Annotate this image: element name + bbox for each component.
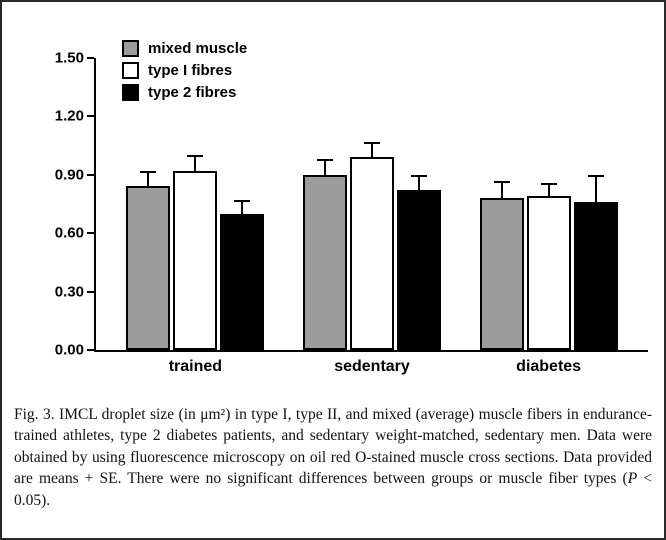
chart-legend: mixed muscle type I fibres type 2 fibres	[122, 40, 247, 101]
error-bar-line	[324, 159, 326, 175]
error-bar-line	[500, 180, 503, 199]
bar-mixed-muscle-diabetes	[479, 198, 524, 350]
y-tick-mark	[87, 173, 94, 176]
bar-type-2-fibres-diabetes	[573, 202, 618, 350]
bar-type-2-fibres-sedentary	[397, 190, 441, 350]
error-bar-cap	[234, 200, 251, 203]
error-bar-cap	[317, 159, 333, 162]
error-bar	[587, 174, 604, 203]
y-tick-label: 0.00	[54, 341, 84, 359]
y-tick-label: 1.50	[54, 49, 84, 67]
legend-label: type 2 fibres	[148, 84, 237, 101]
plot-area: 0.00 0.30 0.60 0.90 1.20 1.50 trained sedentary…	[55, 50, 648, 375]
error-bar-line	[547, 182, 550, 197]
error-bar-line	[241, 200, 244, 214]
y-tick-mark	[87, 57, 94, 59]
bar-mixed-muscle-trained	[126, 186, 171, 350]
y-tick-mark	[87, 349, 94, 351]
caption-text-after: < 0.05).	[14, 470, 652, 509]
bar-mixed-muscle-sedentary	[303, 174, 347, 350]
error-bar	[234, 200, 251, 214]
error-bar	[317, 159, 333, 175]
y-tick-label: 0.30	[54, 283, 84, 301]
bar-type-I-fibres-trained	[173, 170, 218, 350]
legend-item: type 2 fibres	[122, 84, 247, 101]
bar-type-I-fibres-sedentary	[350, 157, 394, 350]
x-category-label: sedentary	[334, 358, 410, 375]
y-tick-label: 1.20	[54, 107, 84, 125]
error-bar-line	[194, 155, 197, 171]
caption-text-before: Fig. 3. IMCL droplet size (in μm²) in ty…	[14, 406, 652, 488]
bar-type-I-fibres-diabetes	[526, 196, 571, 350]
y-tick-label: 0.90	[54, 166, 84, 184]
error-bar-cap	[540, 182, 557, 185]
y-tick-mark	[87, 115, 94, 118]
error-bar	[187, 155, 204, 171]
y-tick-mark	[87, 232, 94, 235]
error-bar-cap	[140, 170, 157, 173]
error-bar	[493, 180, 510, 199]
error-bar-line	[147, 170, 150, 187]
error-bar-line	[418, 174, 420, 191]
error-bar-line	[594, 174, 597, 203]
legend-item: mixed muscle	[122, 40, 247, 57]
error-bar	[140, 170, 157, 187]
error-bar-cap	[364, 141, 380, 144]
error-bar-cap	[187, 155, 204, 158]
bar-chart: Lipid droplet size (μm²) 0.000.300.600.9…	[2, 2, 664, 394]
figure-caption: Fig. 3. IMCL droplet size (in μm²) in ty…	[2, 400, 664, 511]
legend-label: mixed muscle	[148, 40, 248, 57]
x-category-label: diabetes	[516, 358, 582, 375]
legend-swatch	[122, 84, 139, 101]
error-bar-cap	[587, 174, 604, 177]
error-bar-cap	[411, 174, 427, 177]
x-category-label: trained	[168, 358, 223, 375]
error-bar-cap	[493, 180, 510, 183]
bar-type-2-fibres-trained	[220, 213, 265, 350]
caption-p-symbol: P	[627, 470, 638, 488]
error-bar	[411, 174, 427, 191]
error-bar	[364, 141, 380, 158]
y-tick-label: 0.60	[54, 224, 84, 242]
error-bar-line	[371, 141, 373, 158]
legend-item: type I fibres	[122, 62, 247, 79]
legend-swatch	[122, 62, 139, 79]
y-tick-mark	[87, 290, 94, 293]
legend-swatch	[122, 40, 139, 57]
error-bar	[540, 182, 557, 197]
legend-label: type I fibres	[148, 62, 233, 79]
